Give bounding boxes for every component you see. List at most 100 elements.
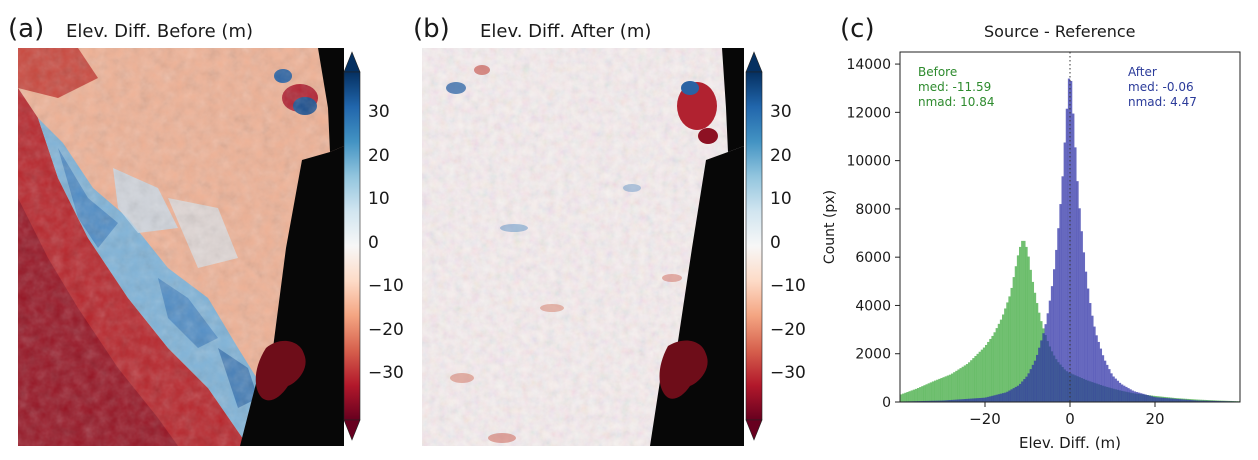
- histogram-bar-after: [1040, 340, 1043, 402]
- histogram-bar-after: [976, 398, 979, 402]
- histogram-bar-before: [1012, 277, 1015, 402]
- histogram-bar-before: [1014, 266, 1018, 402]
- x-tick-label: −20: [969, 410, 1001, 428]
- histogram-bar-after: [953, 399, 956, 402]
- histogram-bar-before: [940, 378, 943, 402]
- panel-b-blob: [659, 340, 708, 399]
- histogram-bar-after: [1006, 391, 1009, 402]
- panel-a-elevation-map: [18, 48, 344, 446]
- histogram-bar-before: [974, 355, 977, 402]
- colorbar-a-tick: 30: [368, 102, 390, 122]
- histogram-bar-after: [1025, 376, 1028, 402]
- histogram-bar-after: [972, 398, 975, 402]
- x-axis-label: Elev. Diff. (m): [1019, 434, 1121, 452]
- histogram-bar-after: [931, 400, 935, 402]
- histogram-bar-after: [1019, 383, 1022, 402]
- x-tick-label: 20: [1145, 410, 1164, 428]
- histogram-bar-after: [1080, 231, 1083, 402]
- histogram-bar-before: [989, 338, 992, 402]
- histogram-bar-after: [1125, 386, 1128, 402]
- histogram-bar-after: [1023, 379, 1026, 402]
- histogram-bar-before: [906, 392, 909, 402]
- histogram-bar-after: [993, 395, 996, 402]
- histogram-bar-after: [1050, 286, 1054, 402]
- histogram-bar-after: [1082, 252, 1086, 402]
- histogram-bar-before: [1025, 246, 1028, 402]
- histogram-bar-after: [968, 398, 971, 402]
- y-axis-label: Count (px): [822, 190, 838, 264]
- stats-after-line: nmad: 4.47: [1128, 95, 1197, 109]
- histogram-bar-after: [1142, 393, 1145, 402]
- histogram-bar-before: [929, 382, 933, 402]
- histogram-bar-after: [1189, 399, 1192, 402]
- histogram-bar-before: [963, 365, 967, 402]
- histogram-bar-after: [1033, 360, 1037, 402]
- histogram-bar-after: [1076, 181, 1079, 402]
- histogram-bar-after: [1193, 400, 1196, 402]
- histogram-bar-after: [1114, 378, 1117, 402]
- histogram-bar-after: [1163, 397, 1166, 402]
- histogram-bar-before: [948, 374, 952, 402]
- histogram-bar-after: [1101, 355, 1105, 402]
- histogram-bar-after: [1053, 269, 1056, 402]
- histogram-bar-before: [900, 394, 903, 402]
- histogram-bar-after: [974, 398, 977, 402]
- stats-after-line: After: [1128, 65, 1157, 79]
- histogram-bar-after: [1184, 399, 1188, 402]
- histogram-bar-before: [927, 383, 930, 402]
- histogram-bar-after: [1072, 113, 1075, 402]
- histogram-bar-before: [917, 388, 920, 402]
- panel-c-letter: (c): [840, 14, 875, 44]
- histogram-bar-after: [1167, 398, 1171, 402]
- panel-a-no-data: [240, 48, 344, 446]
- histogram-bar-after: [987, 396, 990, 402]
- histogram-bar-after: [1008, 390, 1011, 402]
- histogram-bar-after: [1012, 388, 1015, 402]
- histogram-bar-after: [940, 400, 943, 402]
- histogram-bar-after: [1180, 399, 1183, 402]
- histogram-bar-after: [1048, 300, 1052, 402]
- histogram-bar-after: [1214, 400, 1217, 402]
- y-tick-label: 6000: [855, 250, 891, 266]
- histogram-bar-before: [1036, 303, 1039, 402]
- histogram-bar-before: [912, 389, 916, 402]
- histogram-bar-after: [1095, 335, 1098, 402]
- histogram-bar-before: [919, 387, 922, 402]
- stats-before-line: med: -11.59: [918, 80, 991, 94]
- histogram-bar-after: [1061, 176, 1064, 402]
- histogram-bar-after: [1074, 147, 1077, 402]
- histogram-bar-after: [1036, 354, 1039, 402]
- histogram-bar-after: [1002, 393, 1005, 402]
- histogram-bar-after: [1129, 389, 1132, 402]
- x-tick-label: 0: [1065, 410, 1075, 428]
- histogram-bar-before: [951, 373, 954, 402]
- histogram-bar-after: [1027, 373, 1030, 402]
- colorbar-b-tick: 10: [770, 189, 792, 209]
- histogram-bar-after: [1063, 142, 1066, 402]
- y-tick-label: 0: [882, 395, 891, 411]
- panel-a-title: Elev. Diff. Before (m): [66, 21, 254, 42]
- histogram-bar-before: [970, 360, 973, 402]
- histogram-bar-after: [959, 399, 962, 402]
- histogram-bar-before: [938, 378, 941, 402]
- histogram-bar-before: [965, 364, 969, 402]
- y-tick-label: 2000: [855, 347, 891, 363]
- histogram-bar-after: [1084, 271, 1088, 402]
- colorbar-b-tick: 30: [770, 102, 792, 122]
- histogram-bar-after: [948, 400, 952, 402]
- histogram-bar-before: [961, 366, 964, 402]
- histogram-bar-before: [999, 319, 1003, 402]
- histogram-bar-after: [1010, 389, 1013, 402]
- histogram-bar-after: [1116, 380, 1120, 402]
- histogram-bar-after: [1133, 391, 1137, 402]
- histogram-bar-after: [1157, 397, 1160, 402]
- histogram-bar-before: [936, 379, 939, 402]
- histogram-bar-after: [927, 400, 930, 402]
- x-axis: −20 0 20: [969, 402, 1165, 428]
- histogram-bar-after: [944, 400, 947, 402]
- y-tick-label: 12000: [846, 105, 891, 121]
- histogram-bar-before: [955, 370, 958, 402]
- histogram-bar-before: [982, 347, 986, 402]
- colorbar-a-tick: −20: [368, 320, 404, 340]
- panel-a-colorbar-ticks: 30 20 10 0 −10 −20 −30: [362, 50, 412, 442]
